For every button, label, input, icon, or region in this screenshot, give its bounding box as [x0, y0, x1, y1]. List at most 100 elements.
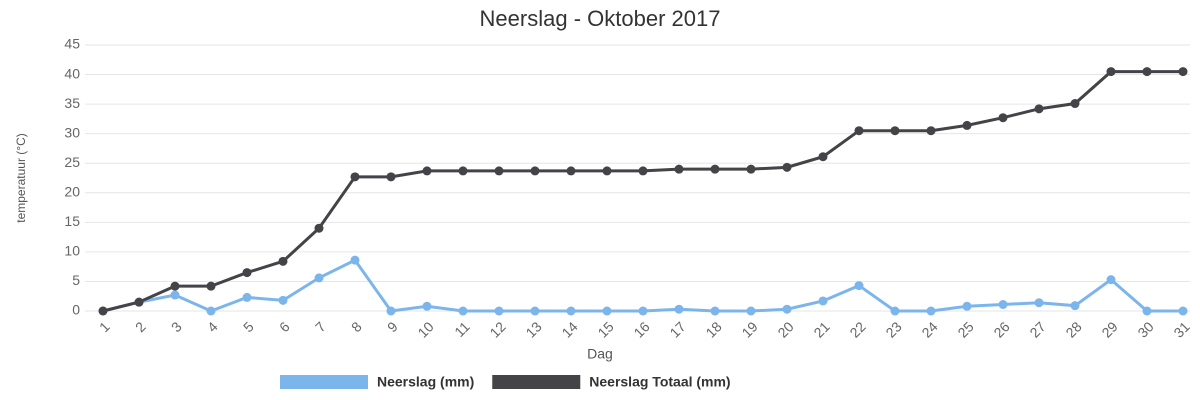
x-tick-label: 5 [240, 318, 257, 335]
data-point [566, 166, 576, 176]
data-point [494, 166, 504, 176]
x-tick-label: 18 [702, 318, 724, 340]
data-point [926, 126, 936, 136]
data-point [1178, 67, 1188, 77]
y-tick-label: 10 [64, 243, 80, 259]
data-point [674, 164, 684, 174]
data-point [422, 166, 432, 176]
y-tick-label: 5 [72, 272, 80, 288]
x-tick-label: 28 [1062, 318, 1084, 340]
x-tick-label: 27 [1026, 318, 1048, 340]
chart-title: Neerslag - Oktober 2017 [480, 6, 721, 31]
data-point [98, 306, 108, 316]
data-point [998, 113, 1008, 123]
data-point [926, 306, 936, 316]
legend-label: Neerslag (mm) [377, 374, 474, 390]
x-tick-label: 25 [954, 318, 976, 340]
x-tick-label: 20 [774, 318, 796, 340]
data-point [998, 299, 1008, 309]
data-point [314, 273, 324, 283]
data-point [350, 172, 360, 182]
x-tick-label: 7 [312, 318, 329, 335]
data-point [386, 172, 396, 182]
data-point [458, 306, 468, 316]
data-point [602, 306, 612, 316]
x-tick-label: 13 [522, 318, 544, 340]
data-point [1178, 306, 1188, 316]
data-point [782, 162, 792, 172]
data-point [566, 306, 576, 316]
data-point [746, 164, 756, 174]
data-point [818, 152, 828, 162]
data-point [170, 290, 180, 300]
data-point [962, 301, 972, 311]
x-tick-label: 8 [348, 318, 365, 335]
data-point [458, 166, 468, 176]
data-point [422, 301, 432, 311]
data-point [638, 166, 648, 176]
x-tick-label: 10 [414, 318, 436, 340]
y-axis-label: temperatuur (°C) [14, 133, 28, 223]
x-tick-label: 2 [132, 318, 149, 335]
x-tick-label: 21 [810, 318, 832, 340]
data-point [134, 297, 144, 307]
data-point [1142, 306, 1152, 316]
x-tick-label: 30 [1134, 318, 1156, 340]
data-point [854, 126, 864, 136]
data-point [746, 306, 756, 316]
data-point [278, 295, 288, 305]
y-tick-label: 40 [64, 65, 80, 81]
data-point [314, 223, 324, 233]
y-tick-label: 15 [64, 213, 80, 229]
x-tick-label: 15 [594, 318, 616, 340]
data-point [530, 166, 540, 176]
data-point [1034, 104, 1044, 114]
x-tick-label: 6 [276, 318, 293, 335]
y-tick-label: 0 [72, 302, 80, 318]
data-point [206, 281, 216, 291]
y-tick-label: 20 [64, 183, 80, 199]
data-point [494, 306, 504, 316]
x-tick-label: 3 [168, 318, 185, 335]
x-tick-label: 4 [204, 318, 221, 335]
x-tick-label: 12 [486, 318, 508, 340]
data-point [602, 166, 612, 176]
data-point [710, 164, 720, 174]
x-tick-label: 17 [666, 318, 688, 340]
x-tick-label: 26 [990, 318, 1012, 340]
series-line [102, 70, 1183, 313]
x-tick-label: 11 [451, 318, 473, 340]
y-tick-label: 45 [64, 36, 80, 52]
data-point [350, 255, 360, 265]
x-tick-label: 23 [882, 318, 904, 340]
data-point [1106, 67, 1116, 77]
legend-swatch [280, 375, 368, 389]
x-tick-label: 9 [384, 318, 401, 335]
data-point [1142, 67, 1152, 77]
data-point [638, 306, 648, 316]
x-tick-label: 16 [630, 318, 652, 340]
x-tick-label: 1 [96, 318, 113, 335]
data-point [278, 256, 288, 266]
x-tick-label: 29 [1098, 318, 1120, 340]
data-point [962, 120, 972, 130]
data-point [674, 304, 684, 314]
data-point [1106, 275, 1116, 285]
data-point [1034, 298, 1044, 308]
data-point [1070, 301, 1080, 311]
data-point [710, 306, 720, 316]
legend-label: Neerslag Totaal (mm) [589, 374, 730, 390]
legend-swatch [492, 375, 581, 389]
data-point [170, 281, 180, 291]
y-tick-label: 25 [64, 154, 80, 170]
y-tick-label: 30 [64, 124, 80, 140]
x-axis-label: Dag [587, 346, 613, 362]
y-tick-label: 35 [64, 95, 80, 111]
data-point [854, 281, 864, 291]
x-tick-label: 14 [558, 318, 580, 340]
data-point [818, 296, 828, 306]
data-point [782, 304, 792, 314]
data-point [890, 306, 900, 316]
data-point [530, 306, 540, 316]
